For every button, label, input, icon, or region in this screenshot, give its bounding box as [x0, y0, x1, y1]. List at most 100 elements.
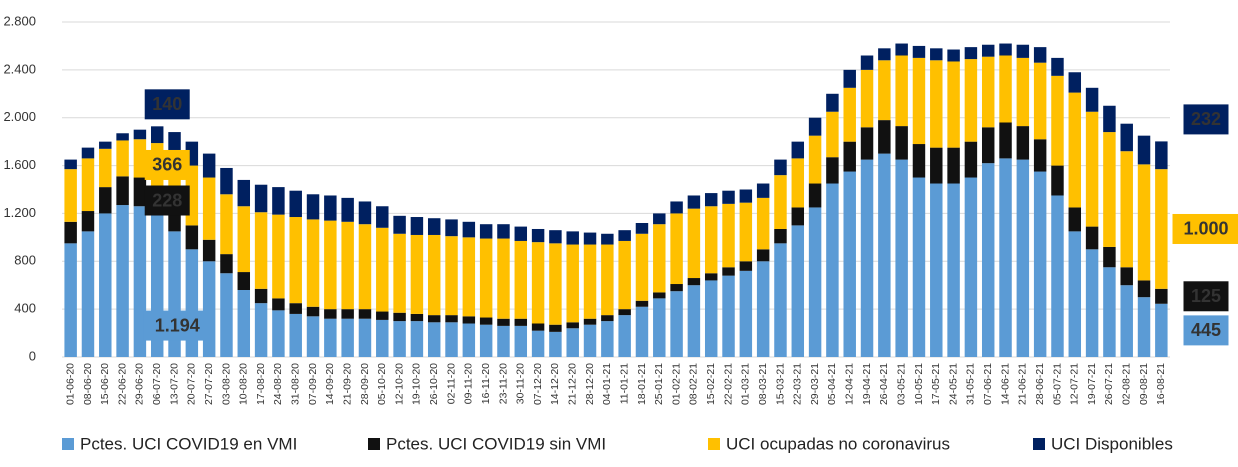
x-tick-label: 02-08-21 [1121, 363, 1133, 405]
x-tick-label: 08-03-21 [757, 363, 769, 405]
bar-segment [289, 314, 301, 357]
x-tick-label: 15-02-21 [705, 363, 717, 405]
bar-segment [670, 291, 682, 357]
bar-segment [480, 318, 492, 325]
bar-segment [1034, 47, 1046, 63]
bar-segment [653, 292, 665, 298]
bar-segment [913, 144, 925, 178]
bar-segment [134, 139, 146, 177]
legend-label: UCI ocupadas no coronavirus [726, 434, 950, 453]
bar-segment [740, 203, 752, 262]
bar-segment [64, 222, 76, 244]
bar-segment [895, 44, 907, 56]
bar-segment [809, 207, 821, 357]
x-tick-label: 10-08-20 [238, 363, 250, 405]
bar-segment [1017, 58, 1029, 126]
bar-segment [64, 160, 76, 170]
bar-segment [359, 309, 371, 319]
bar-segment [1017, 45, 1029, 58]
bar-segment [688, 195, 700, 208]
bar-segment [930, 60, 942, 147]
x-tick-label: 01-06-20 [64, 363, 76, 405]
x-tick-label: 03-05-21 [895, 363, 907, 405]
bar-segment [913, 58, 925, 144]
bar-segment [99, 142, 111, 149]
bar-segment [1120, 285, 1132, 357]
bar-segment [636, 307, 648, 357]
bar-segment [203, 154, 215, 178]
bar-segment [203, 178, 215, 240]
bar-segment [1103, 267, 1115, 357]
bar-segment [497, 326, 509, 357]
legend-label: Pctes. UCI COVID19 en VMI [80, 434, 297, 453]
bar-segment [393, 321, 405, 357]
bar-segment [566, 245, 578, 323]
bar-segment [705, 206, 717, 273]
bar-segment [826, 94, 838, 112]
x-tick-label: 24-05-21 [947, 363, 959, 405]
bar-segment [428, 315, 440, 322]
x-tick-label: 21-09-20 [341, 363, 353, 405]
bar-segment [843, 70, 855, 88]
bar-segment [670, 284, 682, 291]
x-tick-label: 22-06-20 [116, 363, 128, 405]
bar-segment [515, 319, 527, 326]
bar-segment [1120, 267, 1132, 285]
bar-segment [774, 243, 786, 357]
bar-segment [289, 303, 301, 314]
x-tick-label: 26-04-21 [878, 363, 890, 405]
y-tick-label: 1.600 [3, 157, 36, 172]
bar-segment [965, 59, 977, 142]
bar-segment [947, 184, 959, 357]
bar-segment [843, 142, 855, 172]
bar-segment [861, 160, 873, 357]
bar-segment [82, 231, 94, 357]
bar-segment [272, 298, 284, 310]
x-tick-label: 28-12-20 [584, 363, 596, 405]
bar-segment [341, 198, 353, 222]
x-tick-label: 20-07-20 [186, 363, 198, 405]
bar-segment [186, 225, 198, 249]
bar-segment [220, 254, 232, 273]
bar-segment [947, 148, 959, 184]
value-label: 1.000 [1183, 219, 1228, 239]
bar-segment [272, 310, 284, 357]
x-tick-label: 25-01-21 [653, 363, 665, 405]
x-tick-label: 19-07-21 [1086, 363, 1098, 405]
bar-segment [1155, 304, 1167, 357]
bar-segment [411, 321, 423, 357]
bar-segment [688, 285, 700, 357]
x-tick-label: 22-03-21 [792, 363, 804, 405]
bar-segment [1138, 280, 1150, 297]
bar-segment [843, 172, 855, 357]
y-tick-label: 400 [14, 301, 36, 316]
bar-segment [670, 213, 682, 284]
x-tick-label: 18-01-21 [636, 363, 648, 405]
bar-segment [376, 228, 388, 312]
x-tick-label: 03-08-20 [220, 363, 232, 405]
bar-segment [636, 234, 648, 301]
bar-segment [255, 289, 267, 303]
bar-segment [255, 212, 267, 289]
bar-segment [1138, 297, 1150, 357]
bar-segment [411, 217, 423, 235]
bar-segment [203, 240, 215, 262]
legend-label: Pctes. UCI COVID19 sin VMI [386, 434, 606, 453]
x-tick-label: 02-11-20 [445, 363, 457, 404]
bar-segment [238, 206, 250, 272]
bar-segment [878, 48, 890, 60]
x-tick-label: 16-11-20 [480, 363, 492, 404]
bar-segment [601, 234, 613, 245]
bar-segment [376, 312, 388, 320]
bar-segment [843, 88, 855, 142]
bar-segment [895, 56, 907, 127]
bar-segment [307, 307, 319, 317]
x-tick-label: 12-07-21 [1069, 363, 1081, 405]
bar-segment [238, 180, 250, 206]
bar-segment [393, 313, 405, 321]
x-tick-label: 19-04-21 [861, 363, 873, 405]
bar-segment [324, 195, 336, 220]
bar-segment [82, 211, 94, 231]
bar-segment [618, 230, 630, 241]
bar-segment [480, 239, 492, 318]
